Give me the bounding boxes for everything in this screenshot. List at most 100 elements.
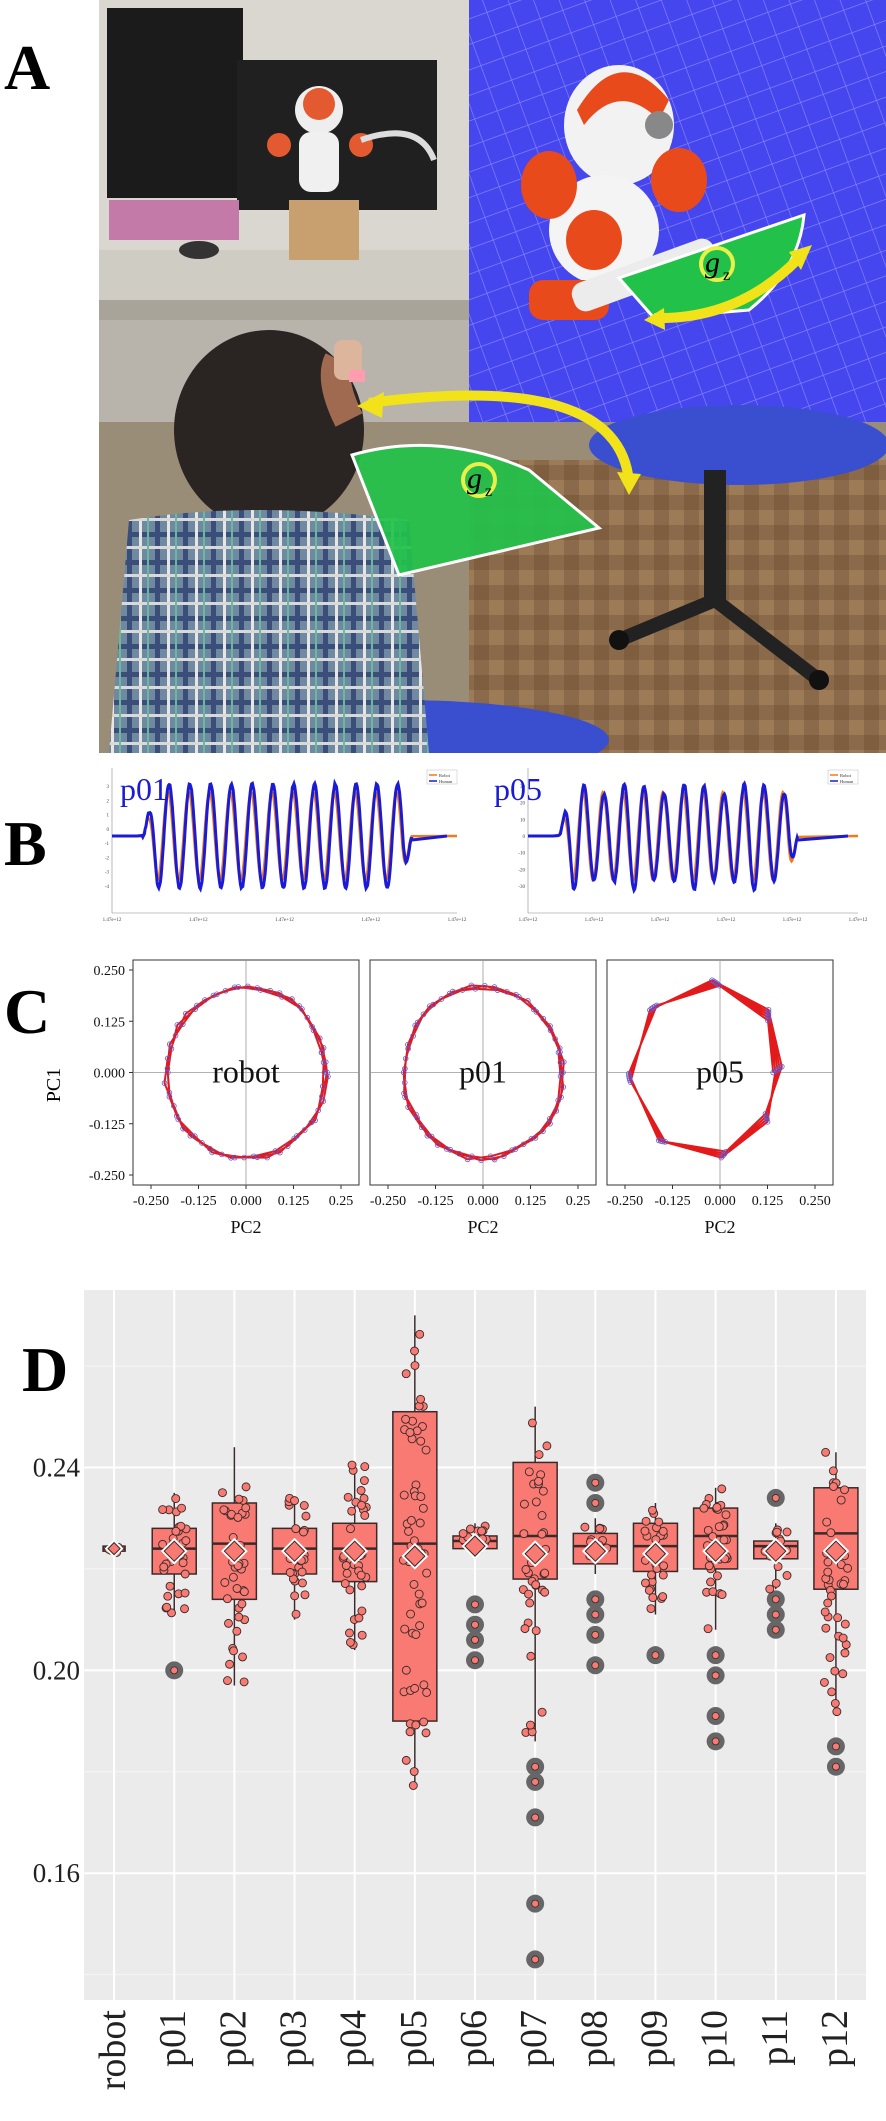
signal-y-tick: -4 <box>105 885 110 890</box>
pca-point <box>723 1148 729 1155</box>
pca-point <box>560 1084 567 1090</box>
mean-diamond <box>160 1537 188 1565</box>
pca-point <box>324 1069 330 1076</box>
pca-x-tick: 0.000 <box>230 1194 262 1209</box>
pca-point <box>164 1065 171 1072</box>
pca-panel-2: -0.250 -0.125 0.000 0.125 0.250 PC2 p05 <box>606 959 834 1237</box>
pca-point <box>450 988 456 995</box>
data-point <box>640 1526 650 1536</box>
mean-diamond-outline <box>283 1540 306 1562</box>
data-point <box>821 1447 831 1457</box>
pca-x-axis-label: PC2 <box>704 1217 735 1237</box>
pca-point <box>187 1132 194 1139</box>
mean-diamond <box>281 1537 308 1565</box>
data-point <box>838 1633 848 1643</box>
data-point <box>234 1612 244 1622</box>
pca-point <box>172 1032 179 1039</box>
data-point <box>341 1561 351 1570</box>
data-point <box>228 1572 238 1582</box>
data-point <box>347 1460 357 1470</box>
pca-point <box>764 1119 771 1125</box>
data-point <box>237 1599 247 1609</box>
pca-point <box>316 1035 323 1042</box>
outlier-point <box>711 1712 720 1720</box>
pca-point <box>267 987 273 994</box>
box-x-tick: p07 <box>513 2010 555 2067</box>
svg-text:g: g <box>705 246 720 279</box>
pca-point <box>245 983 251 990</box>
signal-y-tick: 10 <box>520 818 526 823</box>
signal-legend-label: Human <box>439 779 453 784</box>
data-point <box>416 1436 426 1446</box>
data-point <box>401 1414 411 1424</box>
data-point <box>537 1707 547 1717</box>
data-point <box>167 1608 176 1618</box>
data-point <box>699 1503 709 1513</box>
signal-x-tick: 1.47e+12 <box>519 918 538 923</box>
pca-point <box>309 1023 315 1030</box>
data-point <box>411 1720 421 1730</box>
data-point <box>654 1517 664 1527</box>
signal-y-tick: -3 <box>105 871 110 876</box>
outlier-point <box>531 1813 540 1822</box>
outlier-point <box>771 1625 780 1634</box>
pca-point <box>315 1107 322 1114</box>
pca-point <box>469 1153 475 1160</box>
data-point <box>771 1578 781 1588</box>
pca-point <box>284 1143 291 1149</box>
outlier-point <box>170 1666 179 1675</box>
pca-point <box>487 1153 494 1160</box>
data-point <box>640 1578 650 1588</box>
outlier-point <box>531 1762 540 1771</box>
data-point <box>400 1624 410 1634</box>
signal-y-tick: -2 <box>105 856 110 861</box>
box-x-tick: p12 <box>814 2010 856 2067</box>
box-x-tick: p09 <box>633 2010 675 2067</box>
pca-point <box>279 994 285 1000</box>
outlier-point <box>471 1600 479 1609</box>
data-point <box>840 1619 850 1629</box>
data-point <box>158 1539 168 1549</box>
mean-diamond <box>401 1542 429 1570</box>
sim-rotation-arrow-icon <box>699 246 735 282</box>
pca-point <box>299 1006 305 1012</box>
data-point <box>719 1535 729 1545</box>
pca-point <box>438 996 445 1002</box>
data-point <box>527 1418 537 1428</box>
pca-point <box>428 1133 435 1140</box>
data-point <box>225 1659 235 1669</box>
pca-point <box>459 987 466 993</box>
pca-x-tick: 0.25 <box>329 1194 354 1209</box>
box-x-tick: p03 <box>273 2010 315 2067</box>
box-p11 <box>753 1488 799 1639</box>
data-point <box>291 1524 301 1534</box>
pca-point <box>765 1014 772 1021</box>
data-point <box>357 1500 366 1510</box>
data-point <box>415 1621 425 1631</box>
data-point <box>343 1492 353 1502</box>
pca-panel-title: p01 <box>459 1054 507 1090</box>
signal-x-tick: 1.47e+12 <box>849 918 868 923</box>
pca-point <box>504 989 510 995</box>
data-point <box>232 1626 242 1636</box>
outlier-point <box>711 1671 720 1680</box>
outlier-point <box>531 1899 540 1908</box>
pca-point <box>660 1138 666 1145</box>
outlier-point <box>832 1762 840 1771</box>
pca-point <box>540 1015 547 1022</box>
data-point <box>415 1329 425 1339</box>
data-point <box>347 1506 357 1516</box>
data-point <box>232 1584 242 1593</box>
box-x-tick: p05 <box>393 2010 435 2067</box>
outlier-point <box>591 1595 600 1604</box>
pca-point <box>482 983 488 989</box>
pca-point <box>402 1065 408 1072</box>
data-point <box>721 1510 731 1520</box>
pca-point <box>164 1055 171 1062</box>
data-point <box>422 1688 432 1697</box>
data-point <box>820 1607 830 1617</box>
data-point <box>648 1593 658 1603</box>
pca-point <box>413 1111 419 1118</box>
panel-letter-a: A <box>4 32 51 103</box>
signal-plot-p05: 30 20 10 0 -10 -20 -30 1.47e+12 1.47e+12 1.47e+1… <box>494 768 868 923</box>
